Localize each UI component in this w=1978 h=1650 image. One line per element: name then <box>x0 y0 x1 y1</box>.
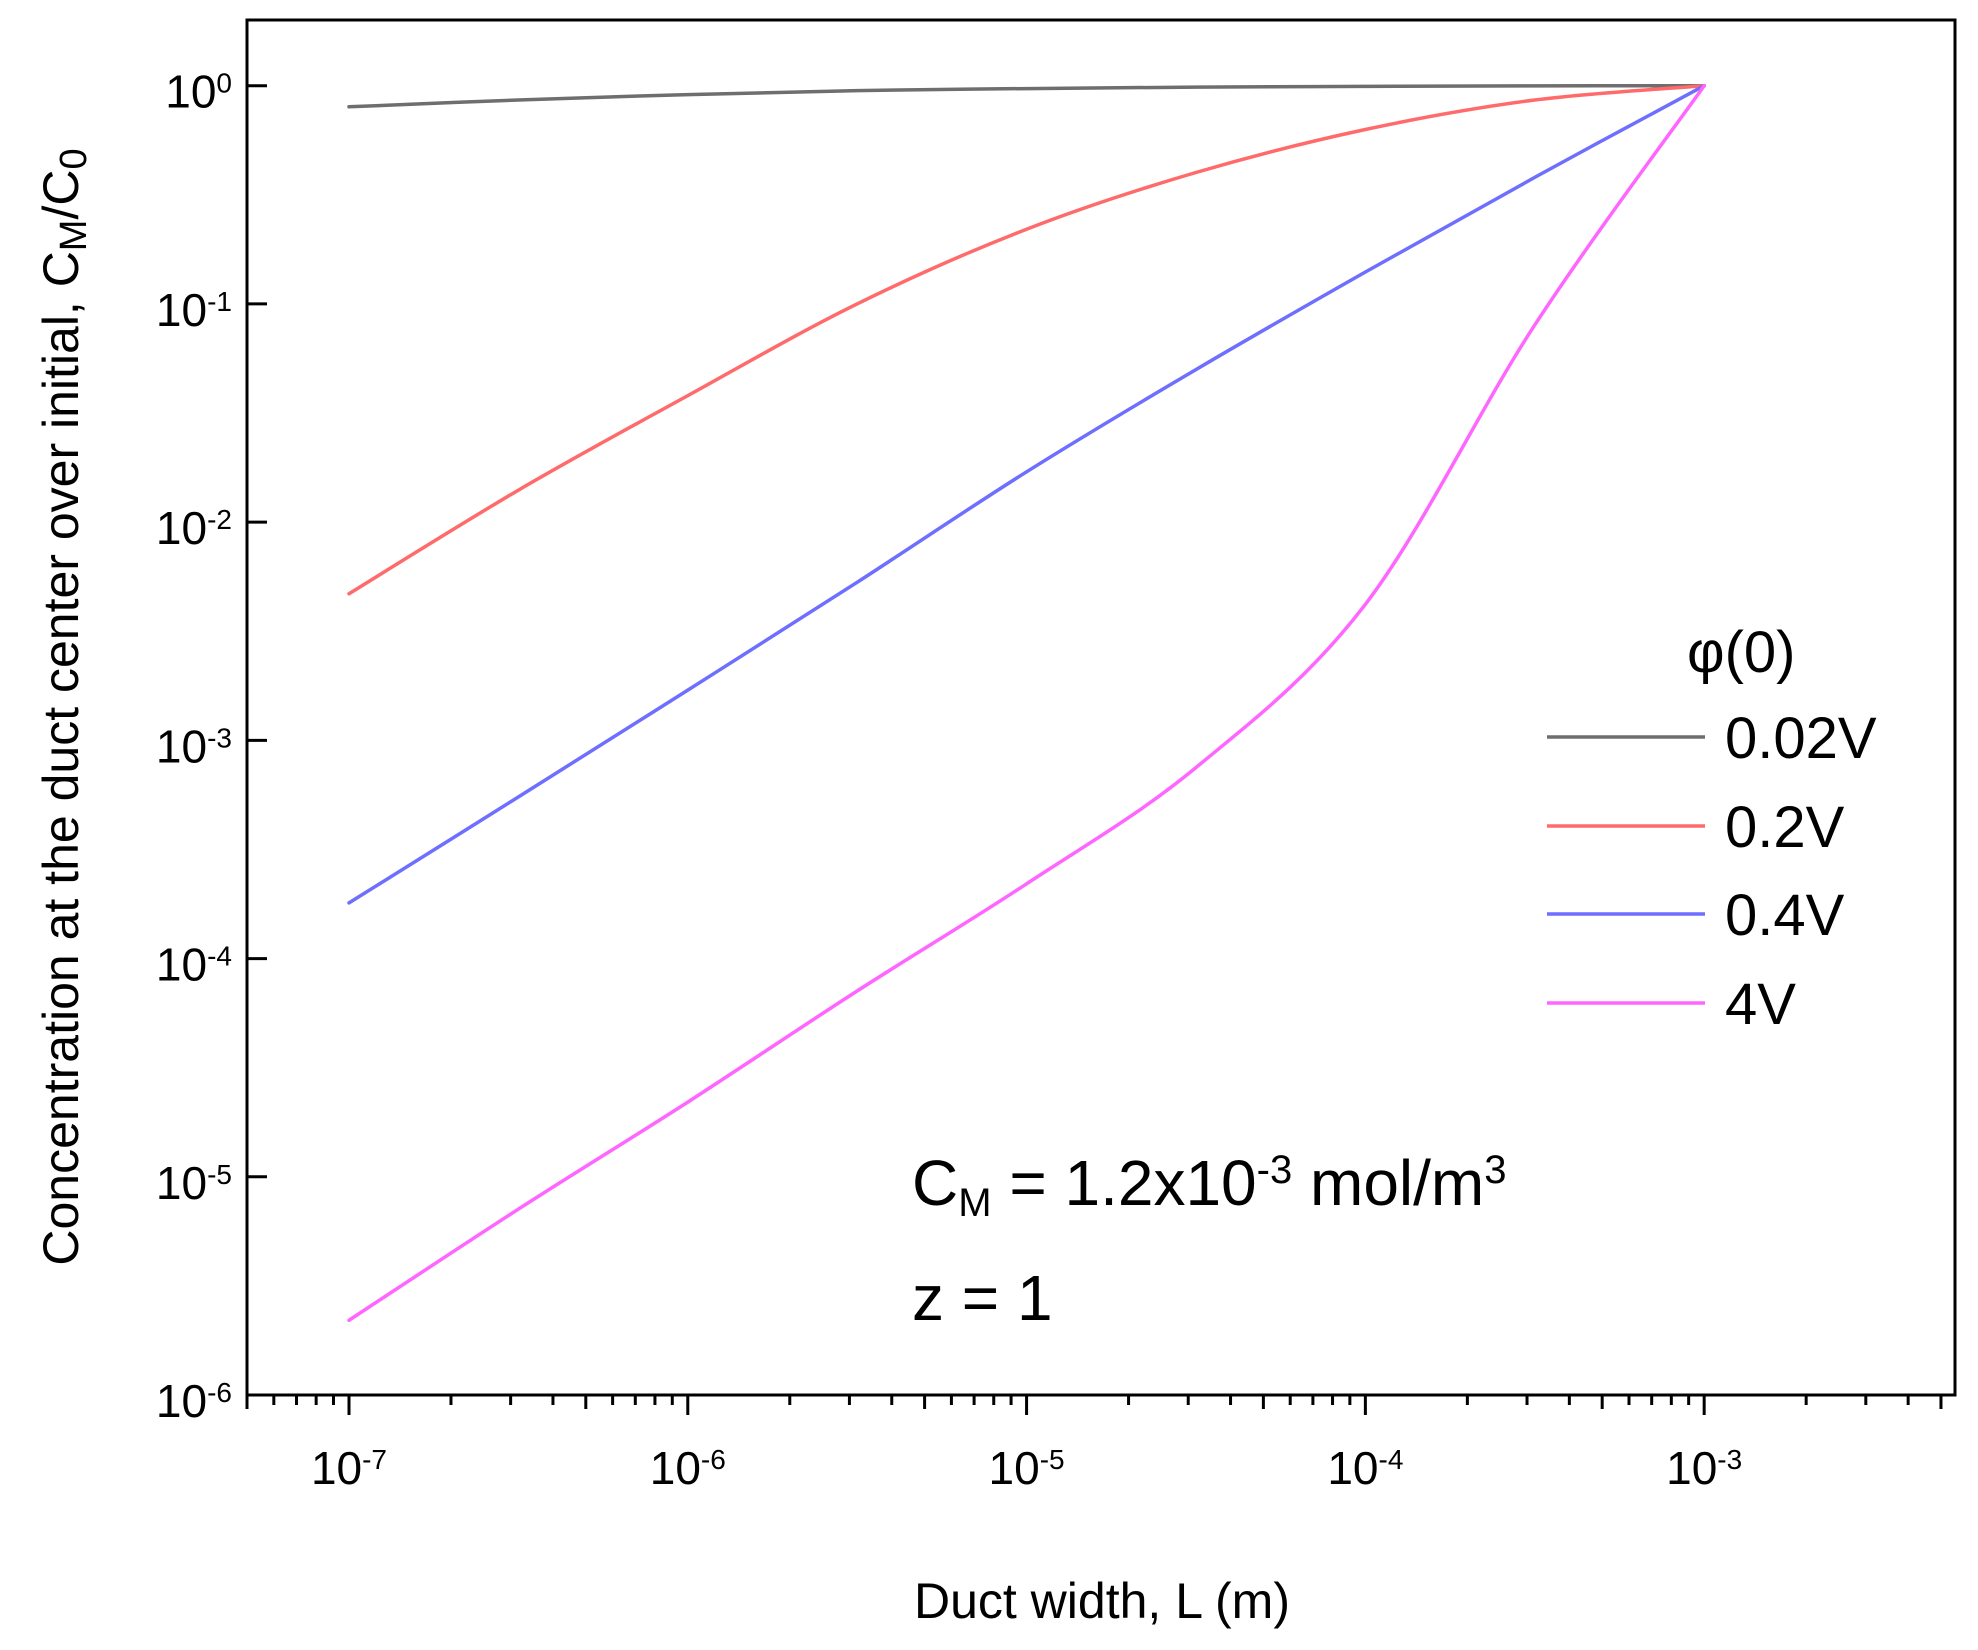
legend-label-0.4V: 0.4V <box>1725 883 1845 948</box>
legend-title: φ(0) <box>1687 620 1796 685</box>
series-line-0.2V <box>347 83 1706 596</box>
anno-unit-exp: 3 <box>1484 1148 1506 1192</box>
legend-label-0.02V: 0.02V <box>1725 706 1877 771</box>
y-axis-title: Concentration at the duct center over in… <box>33 148 95 1265</box>
legend: φ(0) 0.02V 0.2V 0.4V 4V <box>1547 620 1877 1037</box>
y-tick-label: 10-3 <box>156 720 232 772</box>
annotation-concentration: CM = 1.2x10-3 mol/m3 <box>912 1147 1506 1225</box>
anno-unit: mol/m <box>1292 1147 1484 1219</box>
y-axis-title-text: Concentration at the duct center over in… <box>33 251 89 1265</box>
x-tick-label: 10-7 <box>311 1442 387 1494</box>
y-axis-title-sub1: M <box>53 220 95 252</box>
y-tick-label: 10-4 <box>156 939 232 991</box>
x-tick-label: 10-6 <box>650 1442 726 1494</box>
anno-exp: -3 <box>1257 1148 1293 1192</box>
annotation-z: z = 1 <box>912 1262 1053 1334</box>
series-line-0.02V <box>347 83 1706 109</box>
y-axis-title-sub2: 0 <box>53 148 95 169</box>
x-tick-label: 10-5 <box>989 1442 1065 1494</box>
y-tick-label: 100 <box>165 66 232 118</box>
y-axis-title-slash: /C <box>33 170 89 220</box>
y-tick-label: 10-6 <box>156 1375 232 1427</box>
x-tick-label: 10-4 <box>1327 1442 1403 1494</box>
x-axis-title: Duct width, L (m) <box>914 1573 1290 1629</box>
x-tick-label: 10-3 <box>1666 1442 1742 1494</box>
y-tick-label: 10-2 <box>156 502 232 554</box>
anno-c: C <box>912 1147 958 1219</box>
series-layer <box>347 83 1706 1323</box>
ticks-layer: 10-7 10-6 10-5 10-4 10-3 100 10-1 10-2 10-3 10-4 1… <box>156 66 1943 1494</box>
legend-label-4V: 4V <box>1725 972 1796 1037</box>
series-line-0.4V <box>347 83 1706 905</box>
anno-eq: = 1.2x10 <box>992 1147 1257 1219</box>
series-line-4V <box>347 83 1706 1323</box>
anno-c-sub: M <box>958 1181 991 1225</box>
y-tick-label: 10-1 <box>156 284 232 336</box>
y-tick-label: 10-5 <box>156 1157 232 1209</box>
plot-frame <box>245 18 1957 1397</box>
legend-label-0.2V: 0.2V <box>1725 795 1845 860</box>
